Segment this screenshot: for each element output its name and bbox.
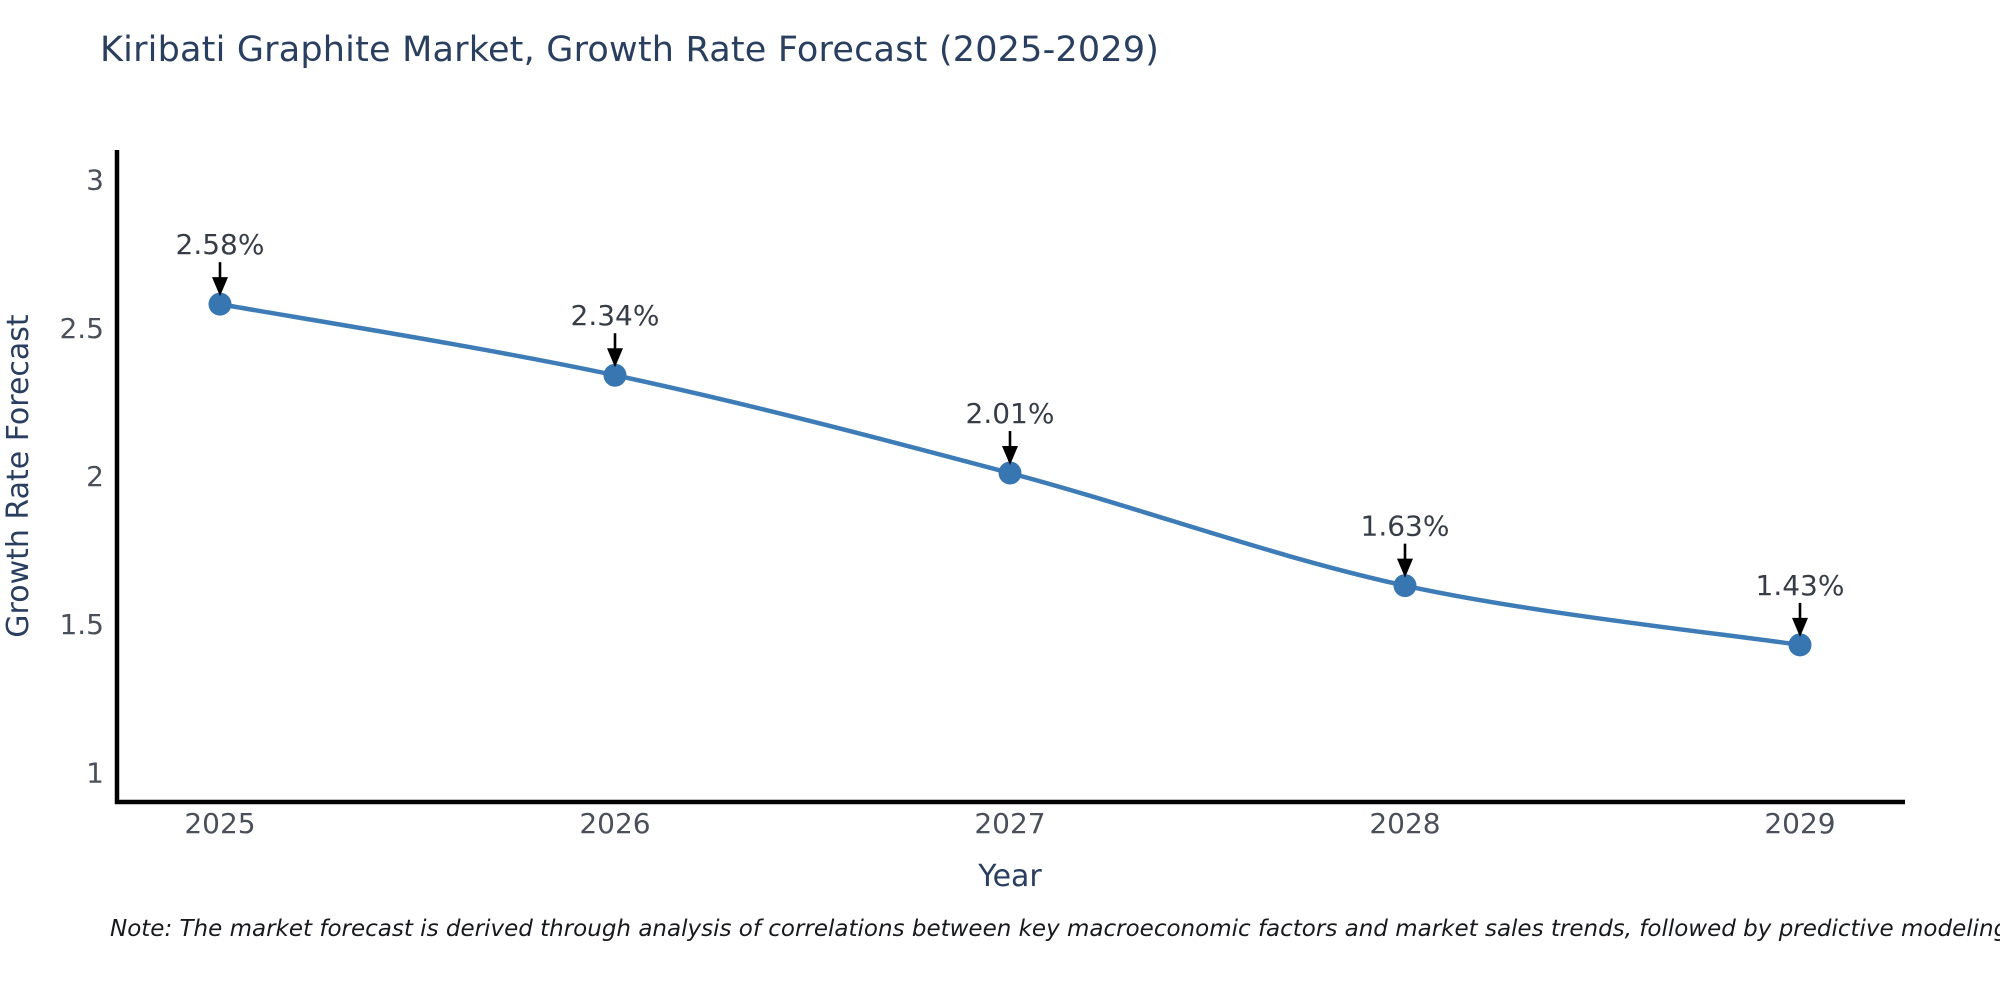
x-tick-label: 2028 [1369,807,1440,840]
annotation-label-2029: 1.43% [1756,569,1845,602]
annotation-label-2025: 2.58% [176,228,265,261]
annotation-arrowhead-icon [212,277,228,297]
annotation-label-2026: 2.34% [571,299,660,332]
annotation-arrowhead-icon [607,348,623,368]
data-point-2027 [998,461,1022,485]
x-tick-label: 2029 [1764,807,1835,840]
data-point-2025 [208,292,232,316]
x-axis-title: Year [977,859,1042,894]
x-tick-label: 2025 [184,807,255,840]
y-tick-label: 3 [86,164,104,197]
y-tick-label: 2.5 [59,312,104,345]
x-tick-label: 2026 [579,807,650,840]
y-tick-label: 2 [86,460,104,493]
y-tick-label: 1 [86,756,104,789]
data-point-2028 [1393,574,1417,598]
annotation-arrowhead-icon [1397,558,1413,578]
chart-title: Kiribati Graphite Market, Growth Rate Fo… [100,30,1160,70]
forecast-methodology-note: Note: The market forecast is derived thr… [110,916,2000,942]
y-tick-label: 1.5 [59,608,104,641]
data-point-2026 [603,363,627,387]
annotation-arrowhead-icon [1792,617,1808,637]
annotation-label-2028: 1.63% [1361,510,1450,543]
y-axis-title: Growth Rate Forecast [1,314,36,638]
annotation-label-2027: 2.01% [966,397,1055,430]
x-tick-label: 2027 [974,807,1045,840]
annotation-arrowhead-icon [1002,446,1018,466]
data-point-2029 [1788,633,1812,657]
